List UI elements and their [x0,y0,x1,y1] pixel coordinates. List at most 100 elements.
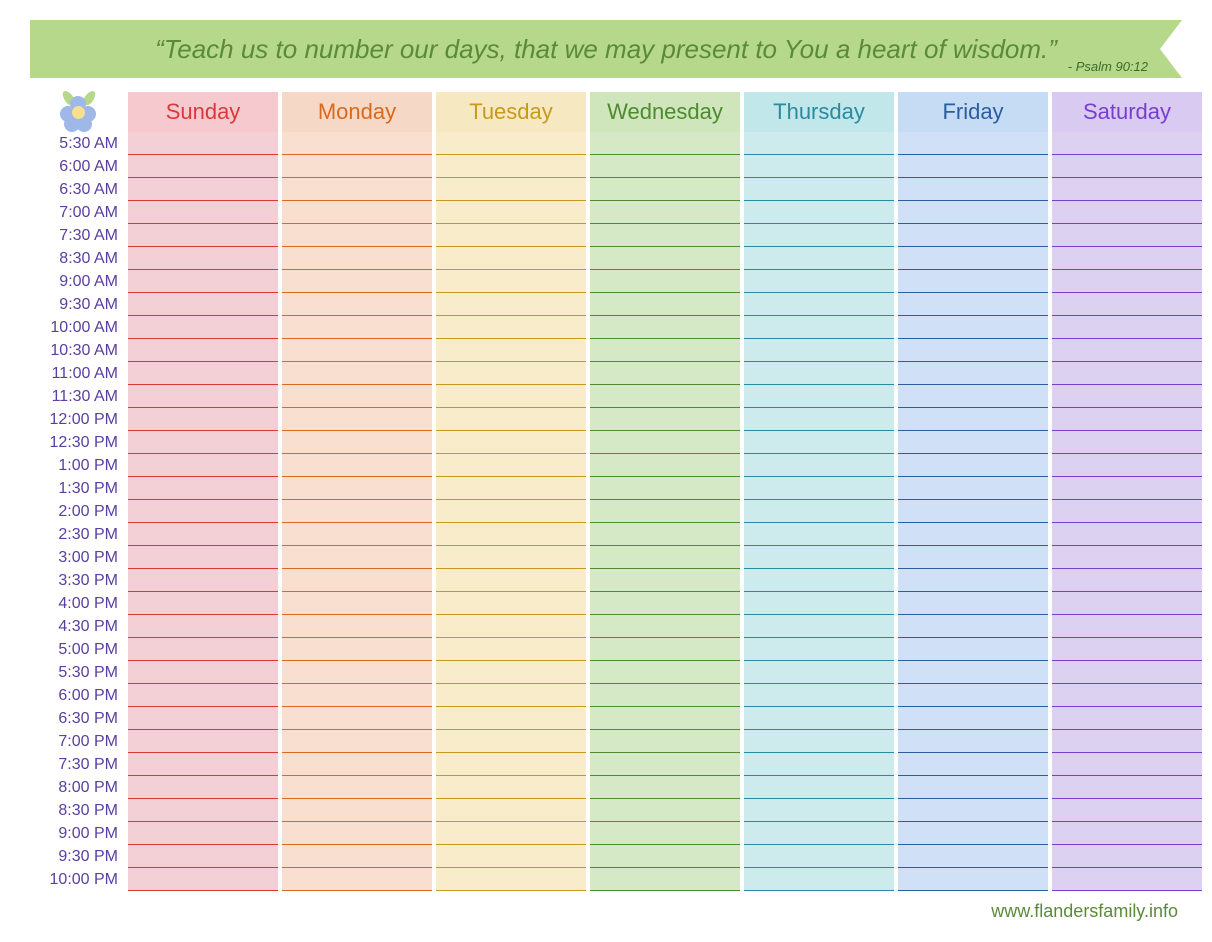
schedule-slot[interactable] [590,730,740,753]
schedule-slot[interactable] [744,316,894,339]
schedule-slot[interactable] [436,316,586,339]
schedule-slot[interactable] [898,868,1048,891]
schedule-slot[interactable] [1052,477,1202,500]
schedule-slot[interactable] [898,385,1048,408]
schedule-slot[interactable] [590,201,740,224]
schedule-slot[interactable] [282,592,432,615]
schedule-slot[interactable] [1052,523,1202,546]
schedule-slot[interactable] [744,178,894,201]
schedule-slot[interactable] [1052,385,1202,408]
schedule-slot[interactable] [590,822,740,845]
schedule-slot[interactable] [590,270,740,293]
schedule-slot[interactable] [436,707,586,730]
schedule-slot[interactable] [436,730,586,753]
schedule-slot[interactable] [744,661,894,684]
schedule-slot[interactable] [744,155,894,178]
schedule-slot[interactable] [898,592,1048,615]
schedule-slot[interactable] [744,753,894,776]
schedule-slot[interactable] [744,799,894,822]
schedule-slot[interactable] [898,362,1048,385]
schedule-slot[interactable] [1052,454,1202,477]
schedule-slot[interactable] [282,822,432,845]
schedule-slot[interactable] [898,753,1048,776]
schedule-slot[interactable] [898,224,1048,247]
schedule-slot[interactable] [282,431,432,454]
schedule-slot[interactable] [898,339,1048,362]
schedule-slot[interactable] [898,316,1048,339]
schedule-slot[interactable] [128,500,278,523]
schedule-slot[interactable] [282,178,432,201]
schedule-slot[interactable] [590,316,740,339]
schedule-slot[interactable] [590,454,740,477]
schedule-slot[interactable] [128,155,278,178]
schedule-slot[interactable] [282,799,432,822]
schedule-slot[interactable] [436,224,586,247]
schedule-slot[interactable] [128,615,278,638]
schedule-slot[interactable] [128,431,278,454]
schedule-slot[interactable] [898,845,1048,868]
schedule-slot[interactable] [1052,661,1202,684]
schedule-slot[interactable] [744,730,894,753]
schedule-slot[interactable] [898,178,1048,201]
schedule-slot[interactable] [282,845,432,868]
schedule-slot[interactable] [436,799,586,822]
schedule-slot[interactable] [436,500,586,523]
schedule-slot[interactable] [590,431,740,454]
schedule-slot[interactable] [744,201,894,224]
schedule-slot[interactable] [128,638,278,661]
schedule-slot[interactable] [128,753,278,776]
schedule-slot[interactable] [436,293,586,316]
schedule-slot[interactable] [128,845,278,868]
schedule-slot[interactable] [1052,293,1202,316]
schedule-slot[interactable] [1052,707,1202,730]
schedule-slot[interactable] [744,615,894,638]
schedule-slot[interactable] [744,293,894,316]
schedule-slot[interactable] [128,385,278,408]
schedule-slot[interactable] [898,431,1048,454]
schedule-slot[interactable] [282,684,432,707]
schedule-slot[interactable] [1052,615,1202,638]
schedule-slot[interactable] [1052,822,1202,845]
schedule-slot[interactable] [1052,178,1202,201]
schedule-slot[interactable] [282,638,432,661]
schedule-slot[interactable] [282,776,432,799]
schedule-slot[interactable] [128,316,278,339]
schedule-slot[interactable] [590,707,740,730]
schedule-slot[interactable] [590,615,740,638]
schedule-slot[interactable] [436,431,586,454]
schedule-slot[interactable] [436,247,586,270]
schedule-slot[interactable] [282,270,432,293]
schedule-slot[interactable] [590,132,740,155]
schedule-slot[interactable] [1052,638,1202,661]
schedule-slot[interactable] [1052,684,1202,707]
schedule-slot[interactable] [128,569,278,592]
schedule-slot[interactable] [744,500,894,523]
schedule-slot[interactable] [590,523,740,546]
schedule-slot[interactable] [744,477,894,500]
schedule-slot[interactable] [898,799,1048,822]
schedule-slot[interactable] [1052,868,1202,891]
schedule-slot[interactable] [590,408,740,431]
schedule-slot[interactable] [282,753,432,776]
schedule-slot[interactable] [590,293,740,316]
schedule-slot[interactable] [1052,155,1202,178]
schedule-slot[interactable] [282,362,432,385]
schedule-slot[interactable] [128,730,278,753]
schedule-slot[interactable] [590,362,740,385]
schedule-slot[interactable] [590,638,740,661]
schedule-slot[interactable] [1052,569,1202,592]
schedule-slot[interactable] [744,523,894,546]
schedule-slot[interactable] [128,454,278,477]
schedule-slot[interactable] [128,822,278,845]
schedule-slot[interactable] [436,845,586,868]
schedule-slot[interactable] [898,132,1048,155]
schedule-slot[interactable] [590,546,740,569]
schedule-slot[interactable] [282,546,432,569]
schedule-slot[interactable] [898,477,1048,500]
schedule-slot[interactable] [898,500,1048,523]
schedule-slot[interactable] [1052,316,1202,339]
schedule-slot[interactable] [590,178,740,201]
schedule-slot[interactable] [1052,730,1202,753]
schedule-slot[interactable] [282,730,432,753]
schedule-slot[interactable] [744,431,894,454]
